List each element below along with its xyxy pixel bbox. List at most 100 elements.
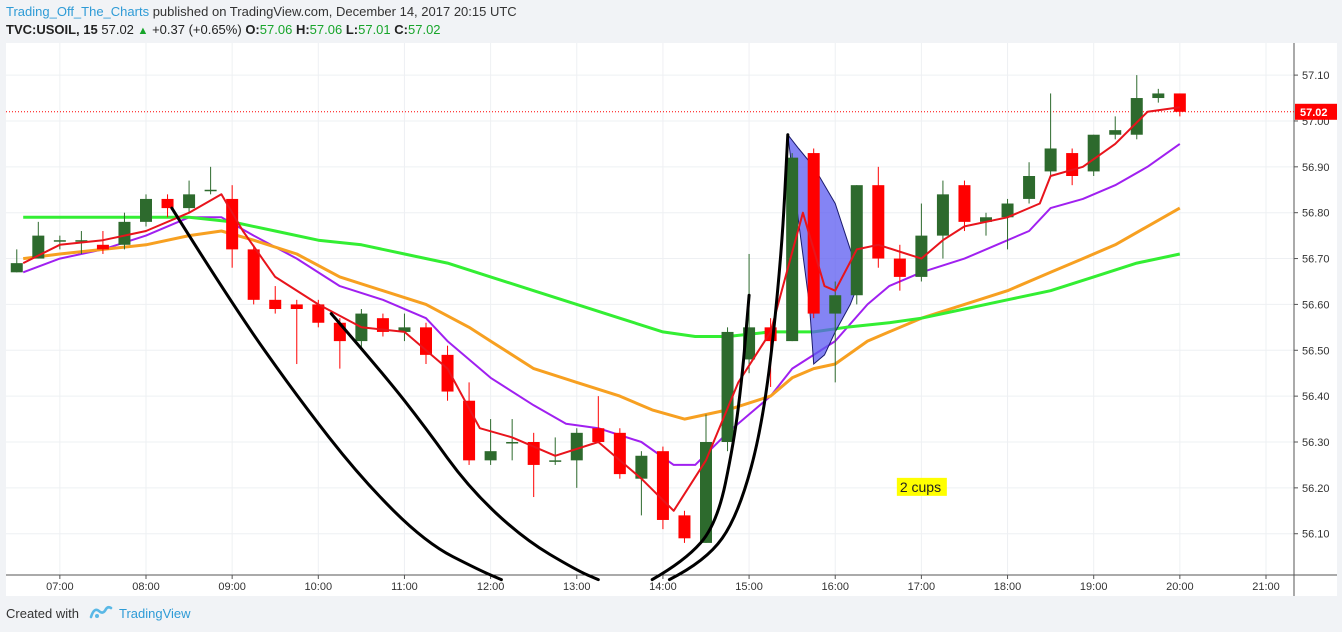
bull-candle bbox=[118, 221, 131, 245]
bear-candle bbox=[592, 428, 605, 442]
bear-candle bbox=[1066, 153, 1079, 176]
low-value: 57.01 bbox=[358, 22, 391, 37]
x-tick-label: 11:00 bbox=[391, 581, 418, 593]
bear-candle bbox=[269, 299, 282, 309]
x-tick-label: 07:00 bbox=[46, 581, 74, 593]
bull-candle bbox=[53, 240, 66, 242]
bull-candle bbox=[1001, 203, 1014, 218]
bull-candle bbox=[1109, 130, 1122, 135]
ema-green-line bbox=[23, 215, 1181, 338]
x-tick-label: 16:00 bbox=[821, 581, 849, 593]
y-tick-label: 56.10 bbox=[1302, 529, 1330, 541]
x-tick-label: 19:00 bbox=[1080, 581, 1108, 593]
close-label: C: bbox=[394, 22, 408, 37]
cup-right-outer2-arc bbox=[667, 133, 790, 582]
shaded-cup-region bbox=[787, 132, 862, 366]
bull-candle bbox=[32, 235, 45, 259]
open-label: O: bbox=[245, 22, 260, 37]
bull-candle bbox=[484, 451, 497, 461]
bear-candle bbox=[656, 451, 669, 520]
x-tick-label: 15:00 bbox=[735, 581, 763, 593]
bull-candle bbox=[700, 442, 712, 543]
bear-candle bbox=[1173, 93, 1186, 112]
price-chart[interactable]: 56.10 56.20 56.30 56.40 56.50 56.60 56.70 56.80… bbox=[6, 43, 1337, 596]
bull-candle bbox=[570, 432, 583, 461]
x-tick-label: 09:00 bbox=[218, 581, 246, 593]
cup-right-inner-arc bbox=[650, 293, 751, 582]
cup-left-arc bbox=[170, 206, 503, 582]
annotation-background bbox=[896, 477, 947, 496]
bull-candle bbox=[75, 240, 88, 242]
bull-candle bbox=[549, 460, 562, 462]
y-tick-label: 57.10 bbox=[1302, 70, 1330, 82]
open-value: 57.06 bbox=[259, 22, 293, 37]
x-tick-label: 08:00 bbox=[132, 581, 160, 593]
symbol-name: TVC:USOIL, 15 bbox=[6, 22, 98, 37]
bull-candle bbox=[850, 185, 863, 296]
created-with-text: Created with bbox=[6, 606, 79, 621]
bear-candle bbox=[958, 185, 971, 222]
bull-candle bbox=[506, 442, 519, 444]
annotation-text: 2 cups bbox=[900, 479, 941, 495]
x-tick-label: 18:00 bbox=[994, 581, 1022, 593]
bull-candle bbox=[1023, 176, 1036, 199]
chart-area[interactable]: 56.10 56.20 56.30 56.40 56.50 56.60 56.70 56.80… bbox=[6, 43, 1337, 596]
x-tick-label: 17:00 bbox=[908, 581, 936, 593]
bull-candle bbox=[980, 217, 992, 222]
bear-candle bbox=[96, 244, 109, 250]
bull-candle bbox=[936, 194, 949, 236]
y-tick-label: 56.70 bbox=[1302, 254, 1330, 266]
x-tick-label: 21:00 bbox=[1252, 581, 1280, 593]
bear-candle bbox=[872, 185, 885, 259]
footer: Created with TradingView bbox=[6, 605, 191, 622]
y-tick-label: 56.50 bbox=[1302, 345, 1330, 357]
ema-red-line bbox=[22, 106, 1180, 512]
price-change: +0.37 (+0.65%) bbox=[152, 22, 242, 37]
bull-candle bbox=[915, 235, 928, 277]
high-value: 57.06 bbox=[309, 22, 343, 37]
bear-candle bbox=[226, 198, 239, 250]
bull-candle bbox=[1087, 134, 1100, 172]
y-tick-label: 56.80 bbox=[1302, 208, 1330, 220]
tradingview-brand-link[interactable]: TradingView bbox=[118, 606, 191, 621]
publish-header: Trading_Off_The_Charts published on Trad… bbox=[6, 3, 517, 20]
y-tick-label: 56.40 bbox=[1302, 391, 1330, 403]
bull-candle bbox=[140, 198, 152, 222]
x-tick-label: 14:00 bbox=[649, 581, 677, 593]
bull-candle bbox=[398, 327, 411, 332]
tradingview-logo-icon[interactable] bbox=[89, 605, 113, 622]
symbol-bar: TVC:USOIL, 15 57.02 ▲ +0.37 (+0.65%) O:5… bbox=[6, 21, 441, 40]
bear-candle bbox=[613, 432, 626, 475]
x-tick-label: 12:00 bbox=[477, 581, 505, 593]
bear-candle bbox=[893, 258, 906, 277]
bull-candle bbox=[1152, 93, 1165, 99]
bull-candle bbox=[1044, 148, 1057, 172]
last-price-tag-label: 57.02 bbox=[1300, 107, 1328, 119]
bear-candle bbox=[290, 304, 303, 309]
up-arrow-icon: ▲ bbox=[137, 25, 149, 37]
last-price: 57.02 bbox=[101, 22, 134, 37]
bear-candle bbox=[161, 198, 174, 209]
bull-candle bbox=[204, 189, 217, 192]
high-label: H: bbox=[295, 22, 310, 37]
y-tick-label: 56.20 bbox=[1302, 483, 1330, 495]
last-price-tag bbox=[1295, 103, 1337, 120]
bull-candle bbox=[829, 295, 842, 314]
low-label: L: bbox=[345, 22, 359, 37]
y-tick-label: 56.60 bbox=[1302, 299, 1330, 311]
y-tick-label: 56.90 bbox=[1302, 162, 1330, 174]
cup-right-outer-arc bbox=[329, 312, 600, 582]
close-value: 57.02 bbox=[408, 22, 441, 37]
bear-candle bbox=[441, 354, 454, 392]
x-tick-label: 13:00 bbox=[563, 581, 591, 593]
bull-candle bbox=[721, 331, 734, 442]
bull-candle bbox=[10, 263, 23, 273]
bull-candle bbox=[183, 194, 196, 209]
author-link[interactable]: Trading_Off_The_Charts bbox=[6, 4, 150, 19]
bear-candle bbox=[807, 153, 820, 314]
bull-candle bbox=[1130, 98, 1143, 135]
bear-candle bbox=[678, 515, 691, 539]
published-text: published on TradingView.com, December 1… bbox=[152, 4, 517, 19]
annotation-2-cups[interactable]: 2 cups bbox=[896, 477, 947, 496]
y-tick-label: 56.30 bbox=[1302, 437, 1330, 449]
